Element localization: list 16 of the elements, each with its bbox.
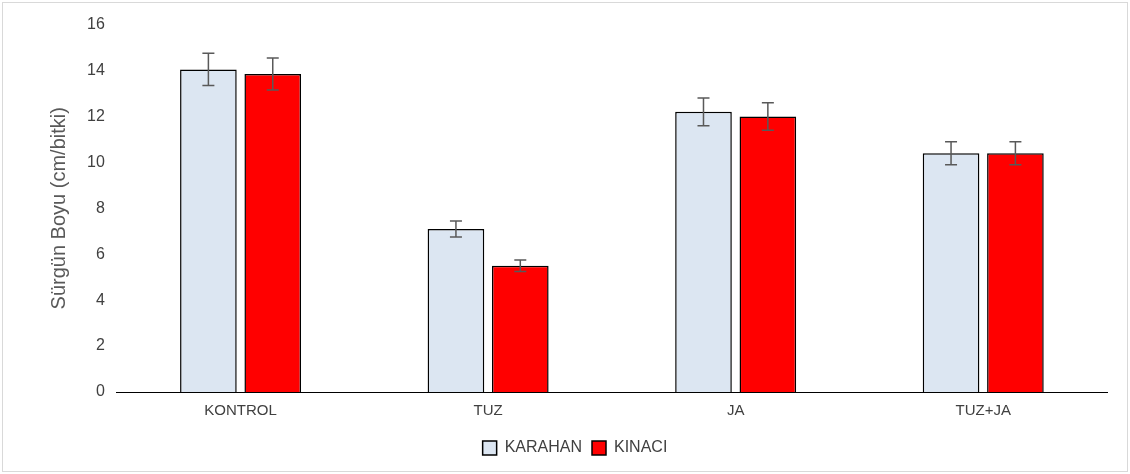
y-tick-label: 4 [95, 290, 105, 308]
x-tick-label: KONTROL [204, 401, 277, 419]
y-tick-label: 6 [95, 244, 105, 262]
y-axis-title: Sürgün Boyu (cm/bitki) [46, 107, 69, 310]
y-tick-label: 14 [87, 60, 105, 78]
y-tick-label: 0 [95, 382, 105, 400]
x-tick-label: JA [726, 401, 745, 419]
y-tick-label: 2 [95, 336, 105, 354]
y-tick-label: 10 [87, 152, 105, 170]
y-tick-label: 8 [95, 198, 105, 216]
y-tick-label: 12 [87, 106, 105, 124]
y-tick-label: 16 [87, 15, 105, 33]
x-tick-label: TUZ+JA [955, 401, 1011, 419]
legend-label: KINACI [614, 438, 668, 456]
legend-label: KARAHAN [504, 438, 583, 456]
x-tick-label: TUZ [473, 401, 503, 419]
